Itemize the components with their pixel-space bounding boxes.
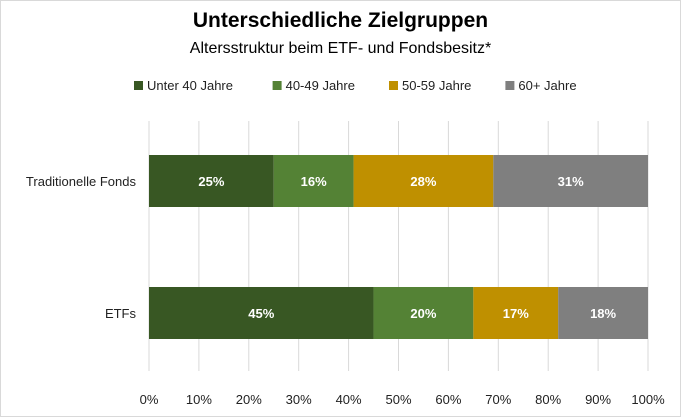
data-label: 17% xyxy=(503,306,529,321)
data-label: 31% xyxy=(558,174,584,189)
category-label: ETFs xyxy=(105,306,137,321)
x-tick-label: 0% xyxy=(140,392,159,407)
category-label: Traditionelle Fonds xyxy=(26,174,137,189)
bar-segment xyxy=(353,155,494,207)
x-tick-label: 80% xyxy=(535,392,561,407)
bar-segment xyxy=(473,287,559,339)
x-tick-label: 100% xyxy=(631,392,665,407)
legend-label: 40-49 Jahre xyxy=(286,78,355,93)
bar-segment xyxy=(493,155,648,207)
legend-swatch xyxy=(505,81,515,90)
x-tick-label: 40% xyxy=(336,392,362,407)
bar-segment xyxy=(149,287,374,339)
data-label: 28% xyxy=(410,174,436,189)
legend-label: 50-59 Jahre xyxy=(402,78,471,93)
data-label: 25% xyxy=(198,174,224,189)
legend-swatch xyxy=(389,81,398,90)
data-label: 16% xyxy=(301,174,327,189)
chart-title: Unterschiedliche Zielgruppen xyxy=(192,9,489,32)
legend-swatch xyxy=(134,81,143,90)
chart-subtitle: Altersstruktur beim ETF- und Fondsbesitz… xyxy=(189,40,492,57)
legend-label: Unter 40 Jahre xyxy=(147,78,233,93)
bar-segment xyxy=(273,155,354,207)
data-label: 20% xyxy=(410,306,436,321)
legend-label: 60+ Jahre xyxy=(518,78,576,93)
x-tick-label: 70% xyxy=(485,392,511,407)
legend-swatch xyxy=(272,81,282,90)
x-tick-label: 60% xyxy=(435,392,461,407)
data-label: 18% xyxy=(590,306,616,321)
x-tick-label: 90% xyxy=(585,392,611,407)
x-tick-label: 10% xyxy=(186,392,212,407)
bar-segment xyxy=(149,155,274,207)
x-tick-label: 50% xyxy=(385,392,411,407)
x-tick-label: 30% xyxy=(286,392,312,407)
bar-segment xyxy=(373,287,474,339)
data-label: 45% xyxy=(248,306,274,321)
bar-segment xyxy=(558,287,648,339)
x-tick-label: 20% xyxy=(236,392,262,407)
